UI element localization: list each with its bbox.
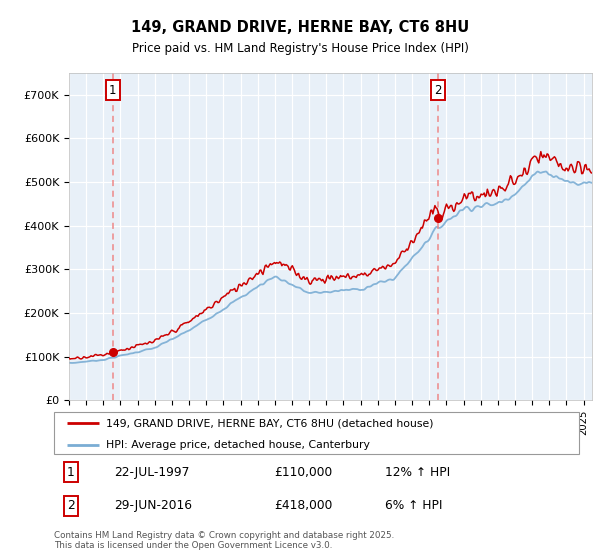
Text: 2: 2: [67, 500, 75, 512]
Text: 1: 1: [109, 84, 116, 97]
FancyBboxPatch shape: [54, 412, 579, 454]
Text: 6% ↑ HPI: 6% ↑ HPI: [385, 500, 442, 512]
Text: 22-JUL-1997: 22-JUL-1997: [115, 465, 190, 479]
Text: 2: 2: [434, 84, 442, 97]
Text: Contains HM Land Registry data © Crown copyright and database right 2025.
This d: Contains HM Land Registry data © Crown c…: [54, 530, 394, 550]
Text: HPI: Average price, detached house, Canterbury: HPI: Average price, detached house, Cant…: [107, 440, 370, 450]
Text: 149, GRAND DRIVE, HERNE BAY, CT6 8HU: 149, GRAND DRIVE, HERNE BAY, CT6 8HU: [131, 20, 469, 35]
Text: £418,000: £418,000: [275, 500, 333, 512]
Text: 1: 1: [67, 465, 75, 479]
Text: 12% ↑ HPI: 12% ↑ HPI: [385, 465, 450, 479]
Text: 149, GRAND DRIVE, HERNE BAY, CT6 8HU (detached house): 149, GRAND DRIVE, HERNE BAY, CT6 8HU (de…: [107, 418, 434, 428]
Text: £110,000: £110,000: [275, 465, 333, 479]
Text: 29-JUN-2016: 29-JUN-2016: [115, 500, 193, 512]
Text: Price paid vs. HM Land Registry's House Price Index (HPI): Price paid vs. HM Land Registry's House …: [131, 42, 469, 55]
